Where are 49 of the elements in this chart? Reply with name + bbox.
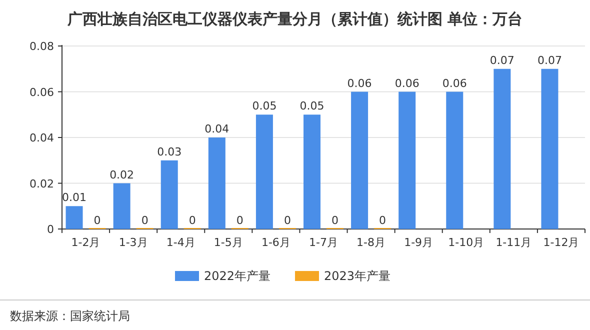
data-label: 0 xyxy=(332,214,338,227)
legend-label: 2022年产量 xyxy=(204,269,271,283)
bar xyxy=(494,68,511,229)
x-tick-label: 1-10月 xyxy=(448,236,484,249)
data-label: 0.05 xyxy=(300,100,324,113)
bar xyxy=(208,138,226,229)
x-tick-label: 1-9月 xyxy=(404,236,434,249)
data-label: 0 xyxy=(188,214,196,227)
data-label: 0 xyxy=(94,214,101,227)
data-label: 0 xyxy=(379,214,386,227)
y-tick-label: 0.04 xyxy=(30,132,54,144)
bar xyxy=(351,92,368,229)
x-tick-label: 1-2月 xyxy=(71,236,100,249)
chart-title: 广西壮族自治区电工仪器仪表产量分月（累计值）统计图 单位：万台 xyxy=(66,10,523,28)
y-tick-label: 0.02 xyxy=(30,177,54,190)
data-label: 0 xyxy=(236,214,244,227)
x-tick-label: 1-8月 xyxy=(356,236,386,249)
x-tick-label: 1-11月 xyxy=(496,236,532,249)
bar xyxy=(256,114,273,229)
bar xyxy=(66,206,83,229)
y-tick-label: 0.08 xyxy=(30,40,54,53)
x-tick-label: 1-4月 xyxy=(166,236,196,249)
bar xyxy=(398,92,416,229)
data-label: 0.05 xyxy=(252,100,277,113)
data-label: 0.06 xyxy=(442,76,467,90)
data-label: 0.07 xyxy=(537,54,562,67)
bar xyxy=(446,92,464,229)
y-tick-label: 0 xyxy=(47,223,54,236)
data-label: 0.02 xyxy=(110,168,134,182)
legend-label: 2023年产量 xyxy=(324,269,391,283)
data-label: 0.01 xyxy=(62,191,87,204)
data-label: 0.04 xyxy=(204,122,230,136)
x-tick-label: 1-12月 xyxy=(543,236,580,249)
y-tick-label: 0.06 xyxy=(30,86,54,99)
source-note: 数据来源：国家统计局 xyxy=(10,309,130,323)
data-label: 0.06 xyxy=(347,76,372,90)
bar xyxy=(113,183,130,229)
bar xyxy=(304,114,320,229)
x-tick-label: 1-3月 xyxy=(118,236,148,249)
data-label: 0 xyxy=(141,214,148,227)
data-label: 0.03 xyxy=(157,145,182,158)
data-label: 0.07 xyxy=(490,54,514,67)
x-tick-label: 1-5月 xyxy=(214,236,243,249)
data-label: 0 xyxy=(284,214,291,227)
bar xyxy=(541,68,558,229)
bar xyxy=(160,160,178,229)
x-tick-label: 1-6月 xyxy=(261,236,290,249)
data-label: 0.06 xyxy=(394,76,420,90)
x-tick-label: 1-7月 xyxy=(309,236,338,249)
